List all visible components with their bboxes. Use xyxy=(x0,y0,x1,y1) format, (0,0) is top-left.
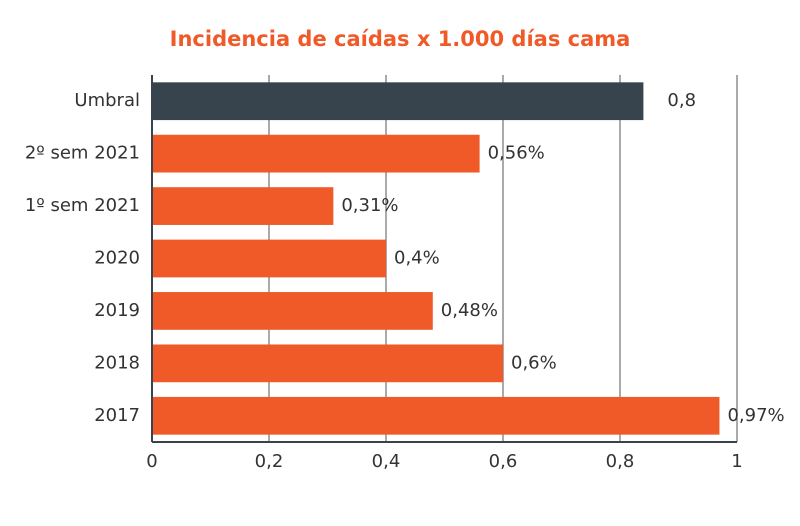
x-tick-label: 0 xyxy=(146,451,157,472)
x-tick-label: 0,2 xyxy=(255,451,284,472)
y-tick-label: 1º sem 2021 xyxy=(25,195,140,216)
y-tick-label: 2017 xyxy=(94,405,140,426)
y-tick-label: 2020 xyxy=(94,248,140,269)
data-label: 0,6% xyxy=(511,352,557,373)
bar xyxy=(152,344,503,383)
data-label: 0,48% xyxy=(441,300,498,321)
y-tick-label: Umbral xyxy=(74,90,140,111)
x-tick-label: 1 xyxy=(731,451,742,472)
chart-title: Incidencia de caídas x 1.000 días cama xyxy=(170,27,631,51)
x-tick-label: 0,4 xyxy=(372,451,401,472)
data-label: 0,4% xyxy=(394,248,440,269)
bar xyxy=(152,82,644,121)
x-tick-label: 0,6 xyxy=(489,451,518,472)
data-label: 0,97% xyxy=(727,405,784,426)
bar xyxy=(152,134,480,173)
y-tick-label: 2018 xyxy=(94,352,140,373)
bar xyxy=(152,292,433,330)
bar xyxy=(152,187,334,225)
y-tick-label: 2019 xyxy=(94,300,140,321)
data-label: 0,31% xyxy=(341,195,398,216)
y-tick-label: 2º sem 2021 xyxy=(25,143,140,164)
x-tick-label: 0,8 xyxy=(606,451,635,472)
data-label: 0,8 xyxy=(667,90,696,111)
bar xyxy=(152,396,720,435)
data-label: 0,56% xyxy=(488,143,545,164)
bar xyxy=(152,239,386,278)
